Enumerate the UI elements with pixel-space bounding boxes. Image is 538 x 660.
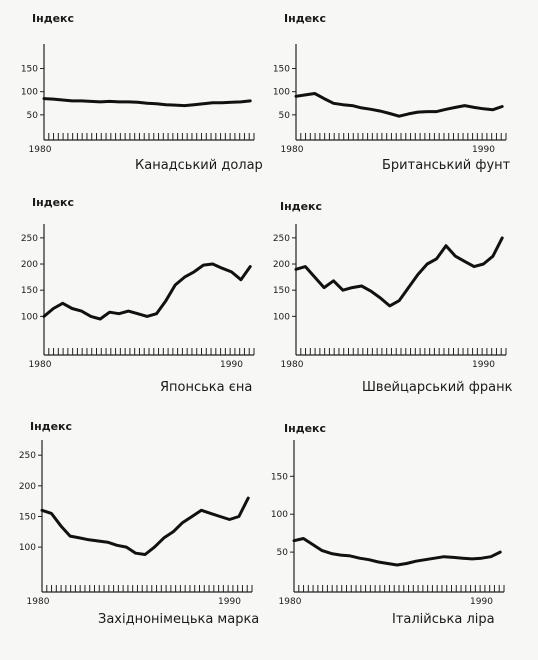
chart-caption: Західнонімецька марка bbox=[98, 612, 260, 627]
chart-caption: Швейцарський франк bbox=[362, 380, 513, 395]
y-tick-label: 200 bbox=[21, 260, 38, 270]
series-line bbox=[42, 97, 252, 108]
x-tick-label: 1990 bbox=[470, 597, 493, 607]
y-tick-label: 50 bbox=[277, 548, 289, 558]
y-tick-label: 200 bbox=[19, 482, 36, 492]
y-tick-label: 250 bbox=[21, 234, 38, 244]
y-tick-label: 150 bbox=[273, 286, 290, 296]
y-tick-label: 100 bbox=[273, 88, 290, 98]
series-line bbox=[294, 236, 504, 308]
chart-svg-dem: 100 150 200 250 1980 1990 bbox=[19, 440, 253, 607]
chart-title: Індекс bbox=[32, 12, 75, 25]
x-tick-label: 1990 bbox=[472, 145, 495, 155]
y-tick-label: 150 bbox=[273, 65, 290, 75]
y-tick-label: 150 bbox=[19, 512, 36, 522]
series-line bbox=[42, 262, 252, 321]
x-tick-label: 1980 bbox=[29, 360, 52, 370]
y-tick-label: 50 bbox=[279, 111, 291, 121]
chart-svg-gbp: 50 100 150 1980 1990 bbox=[273, 44, 507, 155]
chart-panel-dem: Індекс 100 150 200 250 1980 1990 Західнонімец… bbox=[0, 412, 270, 630]
x-tick-label: 1990 bbox=[220, 360, 243, 370]
y-tick-label: 50 bbox=[27, 111, 39, 121]
chart-title: Індекс bbox=[280, 200, 323, 213]
chart-panel-itl: Індекс 50 100 150 1980 1990 Італійська ліра bbox=[270, 412, 538, 630]
x-tick-label: 1980 bbox=[281, 360, 304, 370]
y-tick-label: 150 bbox=[21, 286, 38, 296]
chart-caption: Канадський долар bbox=[135, 158, 263, 173]
chart-title: Індекс bbox=[32, 196, 75, 209]
y-tick-label: 100 bbox=[271, 510, 288, 520]
chart-panel-cad: Індекс 50 100 150 1980 Канадський долар bbox=[0, 0, 270, 185]
chart-svg-cad: 50 100 150 1980 bbox=[21, 44, 255, 155]
y-tick-label: 150 bbox=[21, 65, 38, 75]
x-tick-label: 1980 bbox=[27, 597, 50, 607]
chart-title: Індекс bbox=[284, 12, 327, 25]
chart-panel-chf: Індекс 100 150 200 250 1980 1990 Швейцарський… bbox=[270, 190, 538, 402]
y-tick-label: 100 bbox=[21, 312, 38, 322]
chart-panel-jpy: Індекс 100 150 200 250 1980 1990 Японська єна bbox=[0, 190, 270, 402]
chart-svg-chf: 100 150 200 250 1980 1990 bbox=[273, 224, 507, 370]
y-tick-label: 200 bbox=[273, 260, 290, 270]
x-tick-label: 1980 bbox=[279, 597, 302, 607]
series-line bbox=[294, 92, 504, 118]
y-tick-label: 150 bbox=[271, 472, 288, 482]
chart-title: Індекс bbox=[30, 420, 73, 433]
x-tick-label: 1990 bbox=[472, 360, 495, 370]
y-tick-label: 100 bbox=[273, 312, 290, 322]
series-line bbox=[40, 496, 250, 556]
y-tick-label: 250 bbox=[273, 234, 290, 244]
x-tick-label: 1990 bbox=[218, 597, 241, 607]
chart-title: Індекс bbox=[284, 422, 327, 435]
series-line bbox=[292, 537, 502, 567]
y-tick-label: 100 bbox=[19, 543, 36, 553]
chart-svg-itl: 50 100 150 1980 1990 bbox=[271, 440, 505, 607]
y-tick-label: 250 bbox=[19, 451, 36, 461]
x-tick-label: 1980 bbox=[281, 145, 304, 155]
y-tick-label: 100 bbox=[21, 88, 38, 98]
chart-svg-jpy: 100 150 200 250 1980 1990 bbox=[21, 224, 255, 370]
chart-caption: Британський фунт bbox=[382, 158, 511, 173]
chart-caption: Італійська ліра bbox=[392, 612, 495, 627]
x-tick-label: 1980 bbox=[29, 145, 52, 155]
chart-caption: Японська єна bbox=[160, 380, 253, 395]
chart-panel-gbp: Індекс 50 100 150 1980 1990 Британський фунт bbox=[270, 0, 538, 185]
